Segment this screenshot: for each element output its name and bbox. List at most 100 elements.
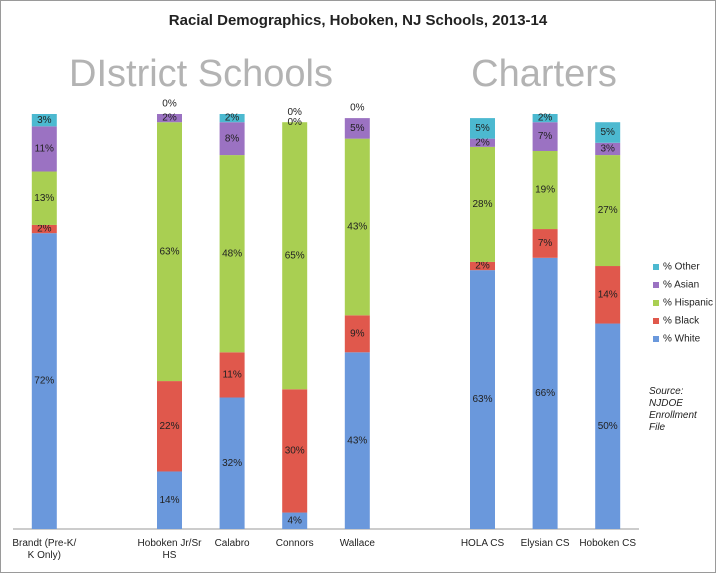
- data-label: 43%: [347, 222, 367, 233]
- source-note: Source: NJDOE Enrollment File: [649, 386, 697, 433]
- bar-segment: [532, 122, 558, 151]
- bar-segment: [595, 122, 621, 143]
- bar-segment: [470, 261, 495, 271]
- group-label: Charters: [471, 53, 617, 95]
- legend-label: % Asian: [663, 280, 699, 291]
- bar-segment: [532, 150, 558, 230]
- chart-title: Racial Demographics, Hoboken, NJ Schools…: [169, 12, 548, 29]
- data-label: 3%: [37, 115, 52, 126]
- data-label: 5%: [600, 127, 615, 138]
- data-label: 65%: [285, 250, 305, 261]
- data-label: 2%: [538, 113, 553, 124]
- x-tick-label: Hoboken CS: [579, 538, 637, 549]
- group-label: DIstrict Schools: [69, 53, 333, 95]
- bar-segment: [219, 397, 245, 529]
- bar-segment: [31, 233, 57, 529]
- data-label: 27%: [598, 205, 618, 216]
- legend-label: % Hispanic: [663, 298, 713, 309]
- data-label: 63%: [159, 246, 179, 257]
- data-label: 19%: [535, 185, 555, 196]
- x-tick-label: Calabro: [214, 538, 250, 549]
- data-label: 5%: [475, 123, 490, 134]
- data-label: 2%: [475, 261, 490, 272]
- data-label: 4%: [287, 515, 302, 526]
- data-label: 0%: [162, 99, 177, 110]
- data-label: 48%: [222, 248, 242, 259]
- x-tick-label: Wallace: [339, 538, 375, 549]
- data-label: 11%: [222, 370, 241, 381]
- data-label: 14%: [159, 495, 179, 506]
- bar-segment: [157, 114, 182, 123]
- bar-segment: [31, 114, 57, 127]
- x-tick-label: Elysian CS: [520, 538, 570, 549]
- data-label: 3%: [600, 144, 615, 155]
- bar-segment: [31, 224, 57, 234]
- bar-segment: [157, 471, 182, 529]
- bar-segment: [532, 257, 558, 529]
- bar-segment: [595, 142, 621, 156]
- data-label: 13%: [34, 193, 54, 204]
- bar-segment: [595, 266, 621, 324]
- bar-segment: [344, 315, 370, 353]
- bar-segment: [344, 118, 370, 139]
- data-label: 30%: [285, 446, 305, 457]
- bar-segment: [595, 323, 621, 529]
- data-label: 5%: [350, 123, 365, 134]
- x-tick-label: Connors: [275, 538, 314, 549]
- bar-segment: [219, 352, 245, 398]
- data-label: 50%: [598, 421, 618, 432]
- x-tick-label: Hoboken Jr/Sr HS: [137, 538, 202, 561]
- bar-segment: [532, 114, 558, 123]
- bar-segment: [31, 171, 57, 225]
- data-label: 32%: [222, 458, 242, 469]
- legend-swatch: [653, 336, 659, 342]
- legend-label: % White: [663, 334, 701, 345]
- data-label: 2%: [37, 224, 52, 235]
- legend-swatch: [653, 264, 659, 270]
- bar-segment: [532, 229, 558, 258]
- bar-segment: [470, 138, 495, 147]
- data-label: 7%: [538, 238, 553, 249]
- data-label: 2%: [225, 113, 240, 124]
- x-tick-label: HOLA CS: [460, 538, 505, 549]
- bar-segment: [344, 138, 370, 316]
- bar-segment: [219, 114, 245, 123]
- bar-segment: [282, 512, 308, 529]
- bar-segment: [219, 155, 245, 353]
- data-label: 7%: [538, 131, 553, 142]
- data-label: 0%: [350, 103, 365, 114]
- bar-segment: [282, 389, 308, 513]
- bar-segment: [157, 122, 182, 382]
- legend-label: % Black: [663, 316, 700, 327]
- data-label: 63%: [472, 394, 492, 405]
- bar-segment: [595, 155, 621, 267]
- bar-segment: [470, 270, 495, 529]
- data-label: 8%: [225, 133, 240, 144]
- bar-segment: [157, 381, 182, 472]
- legend-swatch: [653, 300, 659, 306]
- data-label: 0%: [287, 117, 302, 128]
- data-label: 28%: [472, 199, 492, 210]
- data-label: 14%: [598, 289, 618, 300]
- data-label: 0%: [287, 107, 302, 118]
- bar-segment: [219, 122, 245, 156]
- bar-segment: [470, 118, 495, 139]
- bar-segment: [470, 146, 495, 262]
- data-label: 43%: [347, 435, 367, 446]
- bar-segment: [31, 126, 57, 172]
- data-label: 66%: [535, 388, 555, 399]
- legend-label: % Other: [663, 262, 700, 273]
- bar-segment: [344, 352, 370, 529]
- bar-segment: [282, 122, 308, 390]
- data-label: 2%: [475, 137, 490, 148]
- x-tick-label: Brandt (Pre-K/ K Only): [12, 538, 77, 561]
- data-label: 11%: [35, 144, 54, 155]
- legend-swatch: [653, 282, 659, 288]
- legend-swatch: [653, 318, 659, 324]
- data-label: 22%: [159, 421, 179, 432]
- data-label: 9%: [350, 328, 365, 339]
- data-label: 72%: [34, 376, 54, 387]
- data-label: 2%: [162, 113, 177, 124]
